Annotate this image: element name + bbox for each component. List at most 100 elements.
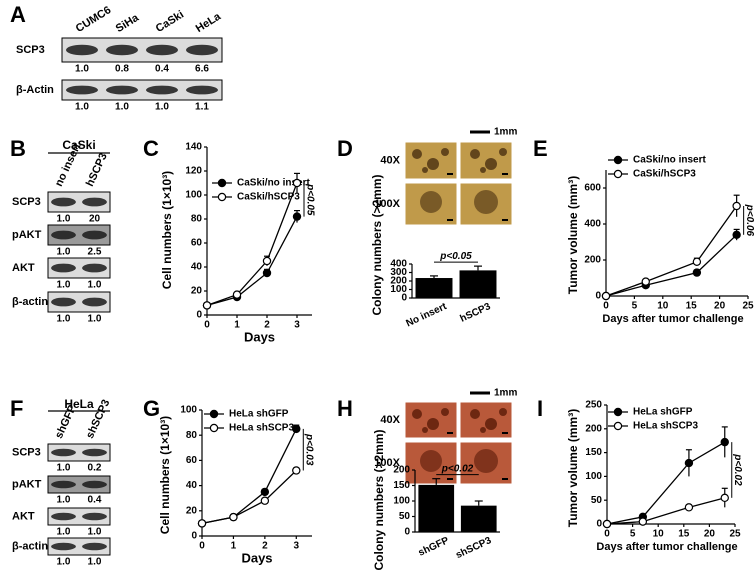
- quant-label: 1.0: [57, 557, 71, 568]
- marker: [262, 256, 272, 266]
- band: [186, 85, 218, 95]
- y-tick-label: 400: [390, 259, 407, 270]
- band: [82, 512, 107, 521]
- x-tick-label: 20: [704, 529, 716, 540]
- marker: [197, 519, 207, 528]
- quant-label: 1.0: [75, 102, 89, 113]
- mini-scale: [502, 478, 508, 480]
- x-tick-label: 5: [630, 529, 636, 540]
- quant-label: 6.6: [195, 64, 209, 75]
- y-tick-label: 200: [390, 276, 407, 287]
- y-tick-label: 20: [186, 505, 198, 516]
- y-tick-label: 140: [185, 142, 202, 153]
- colony: [499, 408, 507, 416]
- lane-label: shGFP: [53, 403, 79, 440]
- y-tick-label: 60: [186, 455, 198, 466]
- magnification: 40X: [380, 414, 400, 426]
- scale-label: 1mm: [494, 127, 517, 138]
- quant-label: 1.0: [155, 102, 169, 113]
- blot-strip: [47, 257, 111, 279]
- mini-scale: [447, 219, 453, 221]
- x-tick-label: 0: [603, 301, 609, 312]
- row-label: AKT: [12, 262, 35, 274]
- marker: [292, 424, 301, 434]
- y-tick-label: 0: [401, 293, 407, 304]
- y-tick-label: 50: [591, 495, 603, 506]
- marker: [638, 517, 648, 526]
- row-label: pAKT: [12, 478, 42, 490]
- legend-marker: [613, 407, 623, 417]
- mini-scale: [502, 173, 508, 175]
- band: [82, 448, 107, 457]
- legend-label: CaSki/hSCP3: [633, 169, 696, 180]
- marker: [641, 277, 650, 286]
- bar: [418, 484, 455, 532]
- band: [51, 448, 76, 457]
- y-axis-label: Colony numbers (>2mm): [370, 174, 384, 315]
- annotation: p<0.06: [744, 204, 754, 237]
- x-tick-label: 25: [729, 529, 741, 540]
- lane-label: HeLa: [194, 10, 224, 35]
- mini-scale: [447, 173, 453, 175]
- colony: [422, 167, 428, 173]
- quant-label: 1.1: [195, 102, 209, 113]
- colony: [474, 190, 498, 214]
- band: [51, 230, 76, 240]
- x-tick-label: 25: [742, 301, 754, 312]
- x-tick-label: 1: [234, 320, 240, 331]
- bar: [459, 270, 497, 298]
- annotation: p<0.03: [304, 433, 315, 466]
- marker: [292, 178, 302, 188]
- y-tick-label: 80: [186, 430, 198, 441]
- quant-label: 1.0: [75, 64, 89, 75]
- y-tick-label: 300: [390, 267, 407, 278]
- band: [106, 44, 138, 56]
- x-tick-label: No insert: [404, 301, 449, 330]
- marker: [292, 466, 301, 475]
- row-label: AKT: [12, 510, 35, 522]
- bar: [415, 278, 453, 298]
- lane-label: hSCP3: [84, 151, 110, 188]
- y-tick-label: 150: [393, 480, 410, 491]
- marker: [202, 301, 212, 310]
- blot-strip: [47, 191, 111, 213]
- marker: [601, 291, 611, 301]
- row-label: β-actin: [12, 540, 48, 552]
- marker: [262, 268, 272, 278]
- quant-label: 1.0: [57, 463, 71, 474]
- bar: [460, 505, 497, 532]
- colony: [420, 450, 442, 472]
- colony: [441, 408, 449, 416]
- panel-letter: G: [143, 396, 160, 421]
- quant-label: 1.0: [57, 247, 71, 258]
- y-tick-label: 400: [584, 219, 601, 230]
- colony: [470, 149, 480, 159]
- y-tick-label: 20: [191, 286, 203, 297]
- x-tick-label: 0: [204, 320, 210, 331]
- annotation: p<0.02: [732, 453, 743, 486]
- quant-label: 0.2: [88, 463, 102, 474]
- marker: [732, 201, 741, 211]
- legend-label: HeLa shGFP: [633, 407, 693, 418]
- marker: [684, 458, 694, 468]
- colony: [412, 149, 422, 159]
- marker: [732, 230, 741, 239]
- legend-marker: [217, 192, 227, 202]
- series-line: [605, 234, 738, 297]
- panel-letter: H: [337, 396, 353, 421]
- marker: [602, 519, 612, 529]
- y-tick-label: 600: [584, 183, 601, 194]
- marker: [720, 493, 729, 503]
- axes: [206, 147, 312, 316]
- y-tick-label: 250: [585, 400, 602, 411]
- y-axis-label: Cell numbers (1×10³): [160, 171, 174, 289]
- panel-letter: B: [10, 136, 26, 161]
- quant-label: 1.0: [57, 314, 71, 325]
- marker: [684, 503, 694, 512]
- x-tick-label: 2: [264, 320, 270, 331]
- blot-strip: [47, 475, 111, 494]
- band: [51, 297, 76, 307]
- colony: [470, 409, 480, 419]
- quant-label: 1.0: [88, 557, 102, 568]
